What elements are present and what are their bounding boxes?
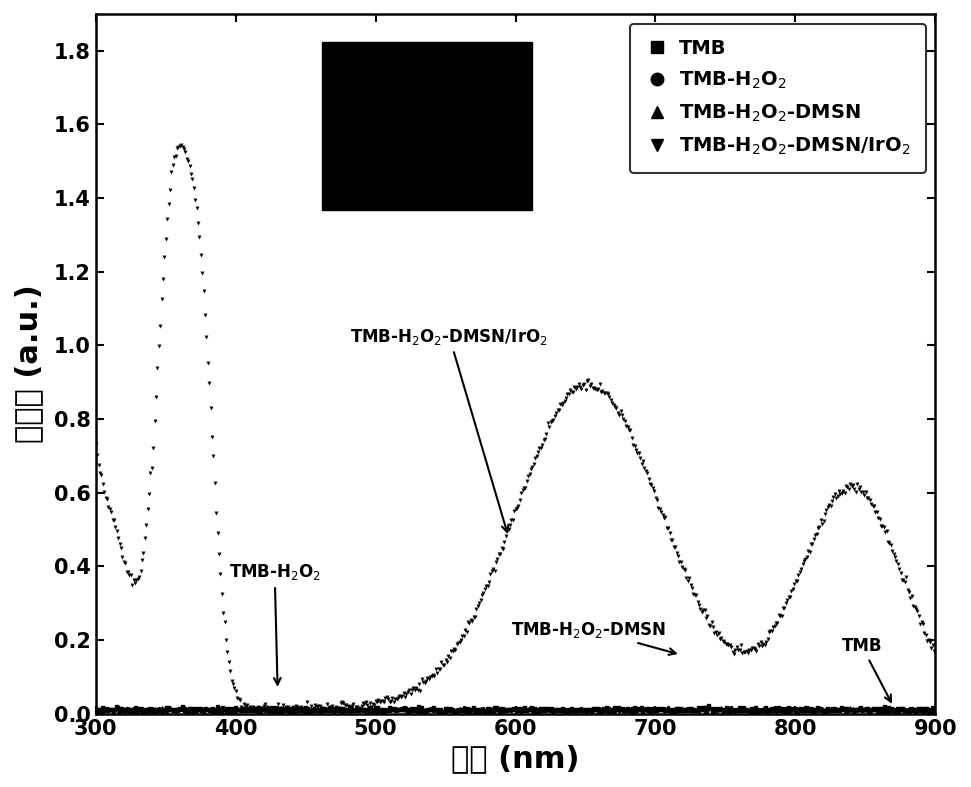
X-axis label: 波长 (nm): 波长 (nm) <box>452 745 580 773</box>
Text: TMB-H$_2$O$_2$: TMB-H$_2$O$_2$ <box>228 563 320 685</box>
FancyBboxPatch shape <box>322 42 532 210</box>
Text: TMB-H$_2$O$_2$-DMSN/IrO$_2$: TMB-H$_2$O$_2$-DMSN/IrO$_2$ <box>351 327 549 532</box>
Text: TMB-H$_2$O$_2$-DMSN: TMB-H$_2$O$_2$-DMSN <box>512 619 676 655</box>
Legend: TMB, TMB-H$_2$O$_2$, TMB-H$_2$O$_2$-DMSN, TMB-H$_2$O$_2$-DMSN/IrO$_2$: TMB, TMB-H$_2$O$_2$, TMB-H$_2$O$_2$-DMSN… <box>630 24 925 172</box>
Text: TMB: TMB <box>842 637 891 702</box>
Y-axis label: 吸光度 (a.u.): 吸光度 (a.u.) <box>14 284 43 443</box>
